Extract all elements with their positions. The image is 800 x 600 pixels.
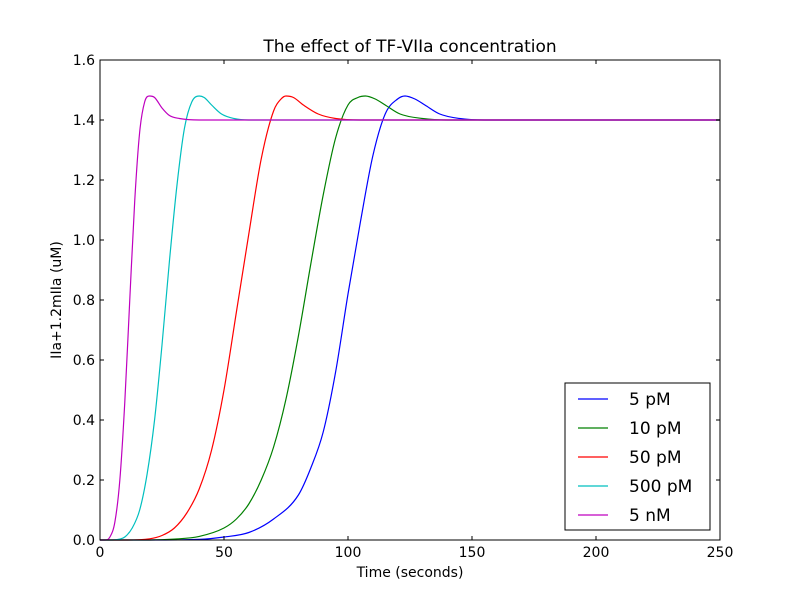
y-tick-label: 0.0 xyxy=(73,533,95,549)
x-tick-label: 100 xyxy=(335,545,362,561)
y-tick-label: 0.2 xyxy=(73,473,95,489)
x-tick-label: 250 xyxy=(707,545,734,561)
legend-entry-label: 10 pM xyxy=(629,419,682,439)
legend-entry-label: 50 pM xyxy=(629,448,682,468)
x-tick-label: 50 xyxy=(215,545,233,561)
y-tick-label: 0.6 xyxy=(73,353,95,369)
series-layer xyxy=(100,95,720,541)
chart-title: The effect of TF-VIIa concentration xyxy=(262,37,556,57)
legend-entry-label: 5 nM xyxy=(629,506,671,526)
legend-entry-label: 5 pM xyxy=(629,390,671,410)
legend-entry-label: 500 pM xyxy=(629,477,692,497)
series-line-1 xyxy=(100,95,720,541)
x-tick-label: 0 xyxy=(96,545,105,561)
x-axis-label: Time (seconds) xyxy=(356,565,464,581)
series-line-0 xyxy=(100,95,720,541)
y-tick-label: 1.6 xyxy=(73,53,95,69)
ticks-layer: 0 50 100 150 200 250 0.0 0.2 0.4 0.6 0.8 1.0 1.2 1.4 1… xyxy=(73,53,734,561)
series-line-2 xyxy=(100,95,720,541)
y-tick-label: 0.8 xyxy=(73,293,95,309)
y-tick-label: 1.4 xyxy=(73,113,95,129)
x-tick-label: 150 xyxy=(459,545,486,561)
y-tick-label: 0.4 xyxy=(73,413,95,429)
y-tick-label: 1.2 xyxy=(73,173,95,189)
legend: 5 pM 10 pM 50 pM 500 pM 5 nM xyxy=(564,382,711,531)
x-tick-label: 200 xyxy=(583,545,610,561)
y-axis-label: IIa+1.2mIIa (uM) xyxy=(49,241,65,359)
y-tick-label: 1.0 xyxy=(73,233,95,249)
series-line-4 xyxy=(100,95,720,541)
